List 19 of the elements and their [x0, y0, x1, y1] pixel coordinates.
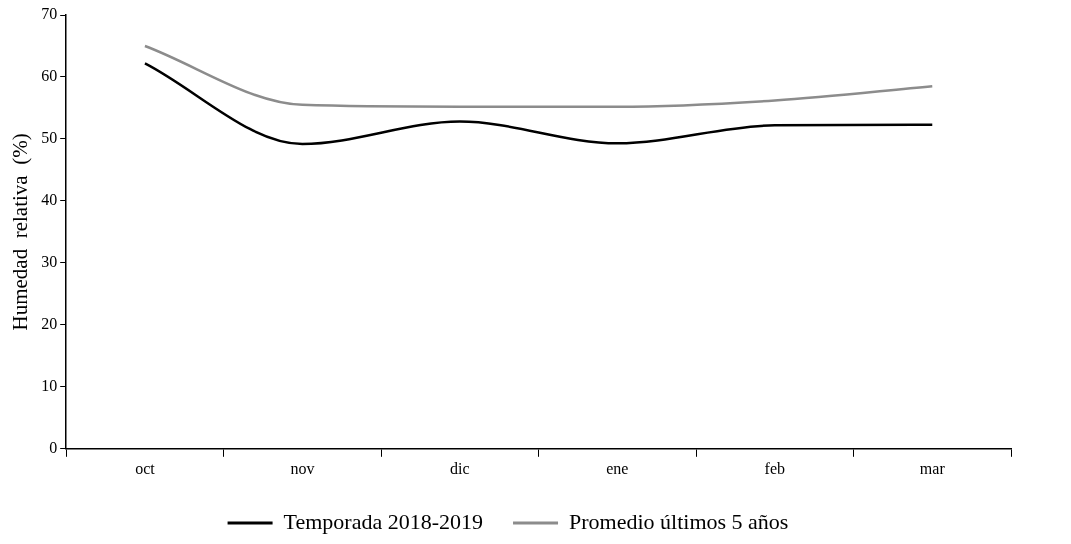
- y-tick-label: 50: [41, 129, 58, 147]
- x-tick-label: feb: [764, 459, 786, 477]
- legend-label: Temporada 2018-2019: [283, 508, 484, 534]
- y-tick-label: 0: [49, 439, 58, 456]
- y-tick-label: 70: [41, 5, 58, 23]
- y-tick-label: 30: [41, 253, 58, 271]
- x-tick-label: ene: [606, 459, 629, 477]
- legend-label: Promedio últimos 5 años: [569, 508, 789, 534]
- y-tick-label: 60: [41, 67, 58, 85]
- y-tick-label: 40: [41, 191, 58, 209]
- y-axis-title: Humedad relativa (%): [8, 133, 33, 331]
- y-tick-label: 10: [41, 377, 58, 395]
- x-tick-label: nov: [290, 459, 315, 477]
- y-tick-label: 20: [41, 315, 58, 333]
- x-tick-label: oct: [135, 459, 156, 477]
- x-tick-label: dic: [450, 459, 470, 477]
- line-series: [143, 62, 934, 146]
- line-series: [143, 44, 934, 108]
- x-tick-label: mar: [919, 459, 946, 477]
